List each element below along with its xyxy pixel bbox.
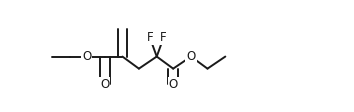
Text: F: F — [160, 31, 167, 44]
Text: F: F — [147, 31, 153, 44]
Text: O: O — [82, 50, 91, 63]
Text: O: O — [100, 78, 109, 91]
Text: O: O — [187, 50, 196, 63]
Text: O: O — [169, 78, 178, 91]
